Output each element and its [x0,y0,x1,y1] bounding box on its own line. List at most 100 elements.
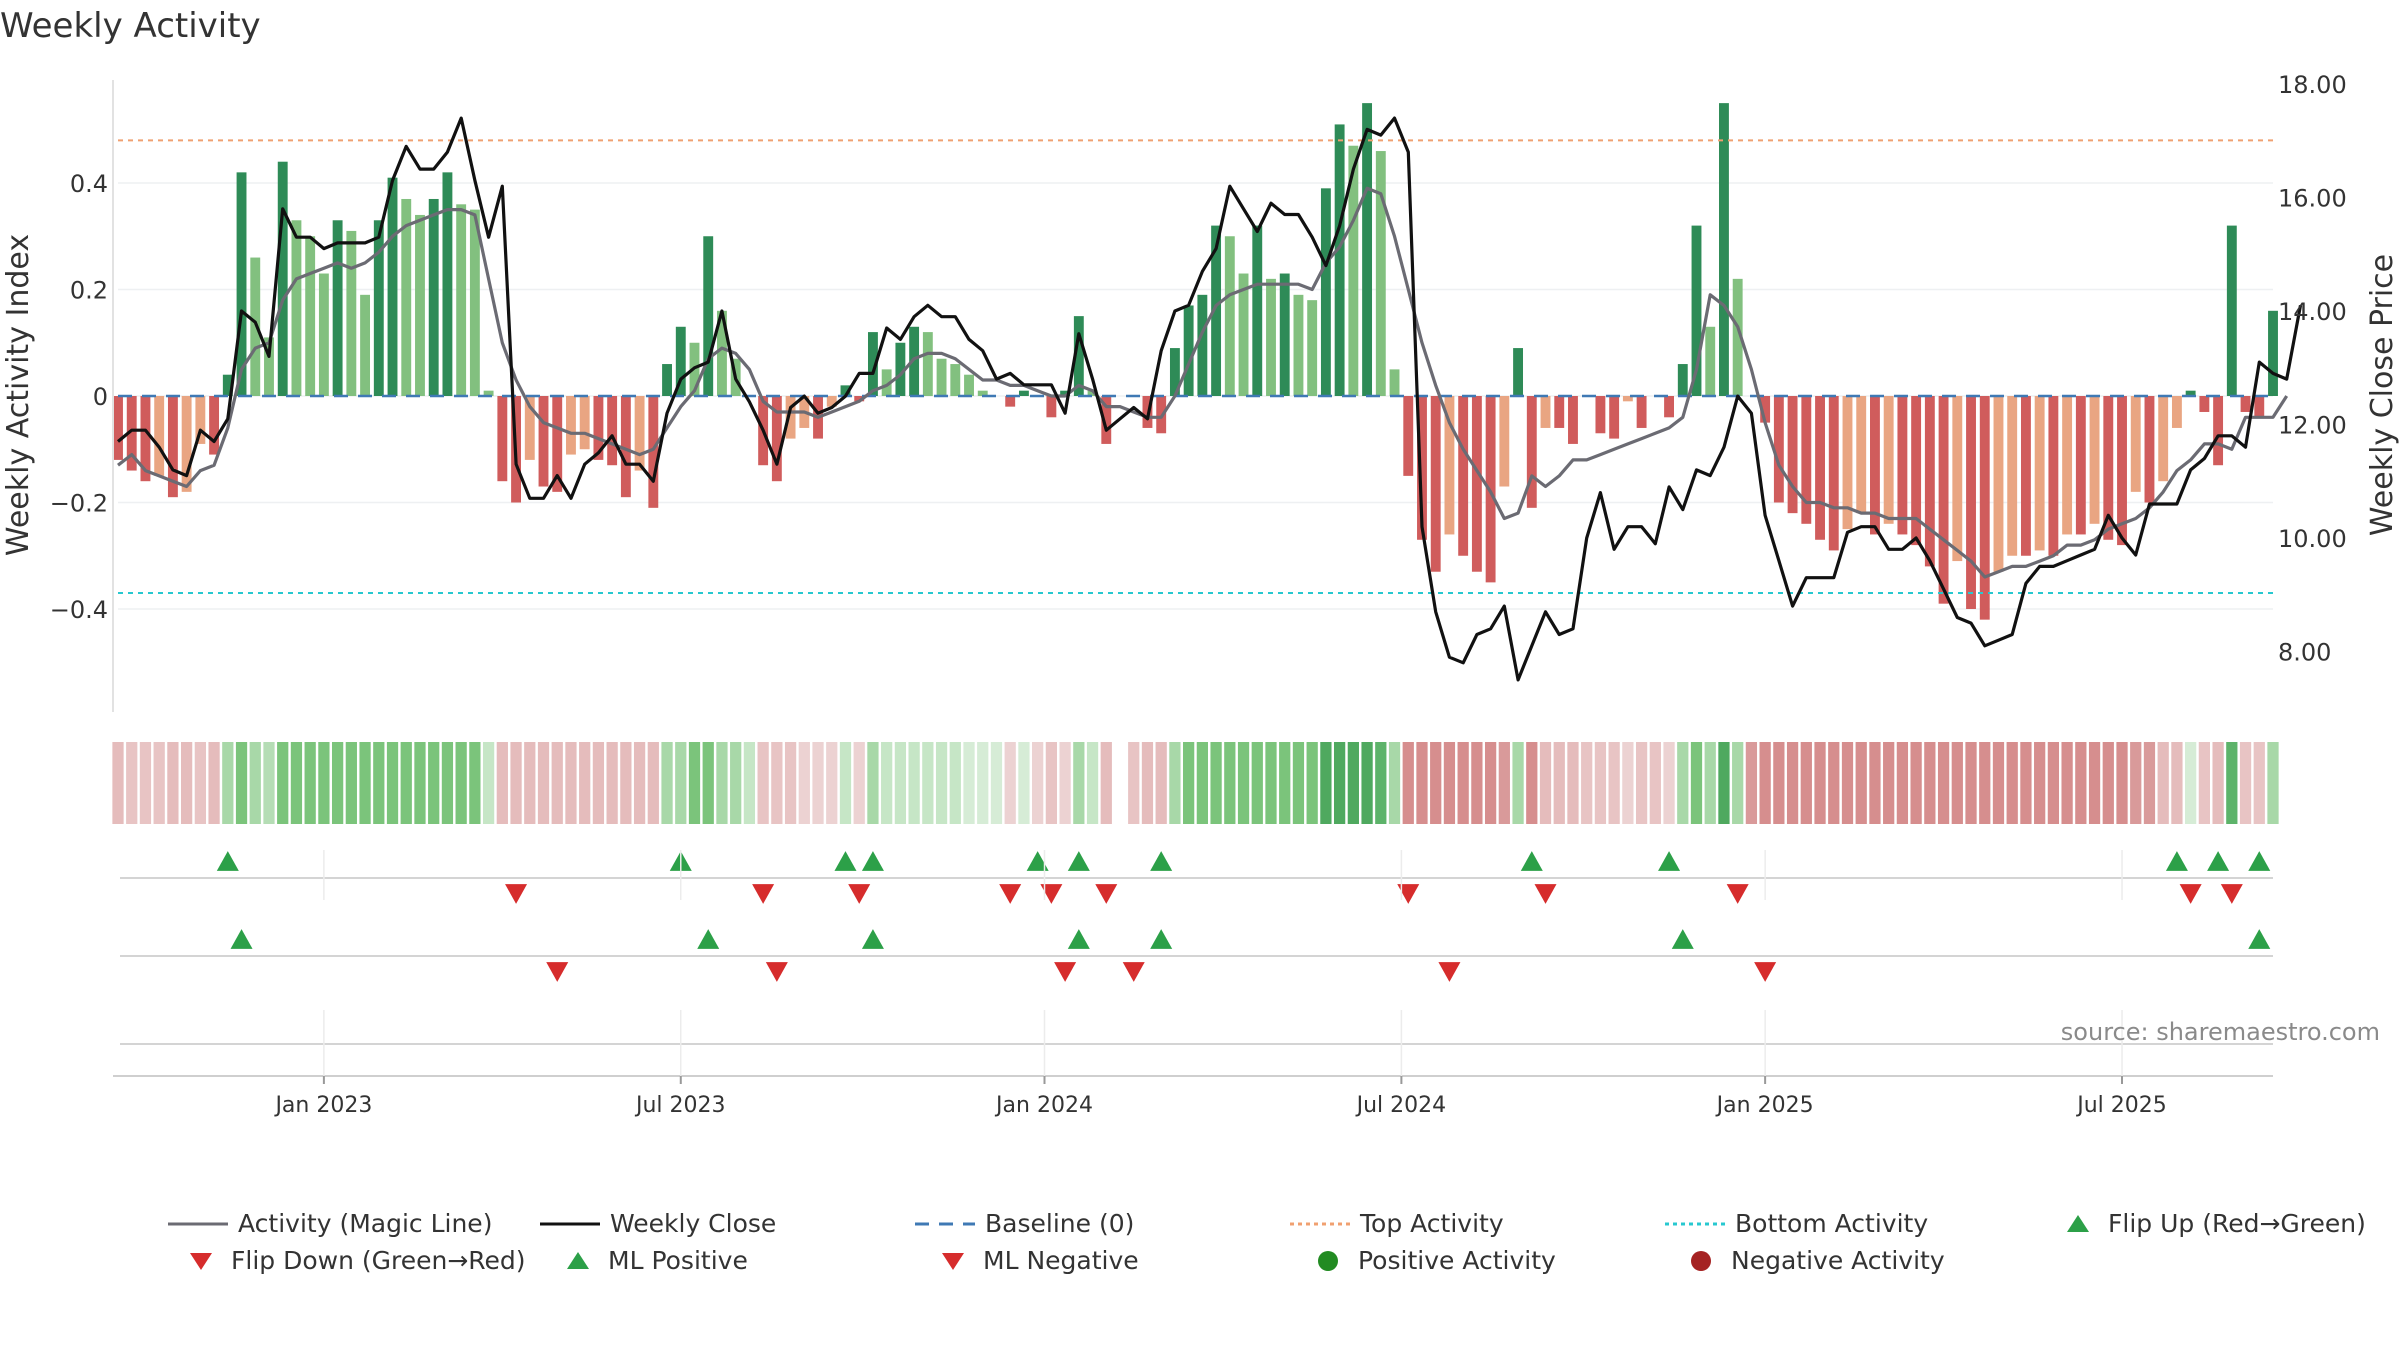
activity-bar [675,326,686,396]
strip-cell [1457,742,1469,824]
y-tick-label-right: 14.00 [2278,298,2347,326]
strip-cell [1924,742,1936,824]
strip-cell [208,742,220,824]
strip-cell [688,742,701,824]
activity-bar [579,396,590,450]
x-tick-label: Jan 2023 [273,1093,372,1118]
strip-cell [1855,742,1867,824]
activity-bar [291,220,302,396]
legend-swatch [190,1252,212,1270]
strip-cell [1045,742,1058,824]
activity-bar [305,236,316,396]
strip-cell [1100,742,1112,824]
strip-cell [1745,742,1758,824]
strip-cell [126,742,138,824]
strip-cell [1443,742,1456,824]
activity-bar [1417,396,1427,540]
strip-cell [1649,742,1661,824]
activity-bar [2185,390,2196,396]
strip-cell [1937,742,1950,824]
flip-down-marker [1726,884,1749,904]
strip-cell [1759,742,1771,824]
strip-cell [1073,742,1085,824]
activity-bar [1622,396,1633,402]
activity-bar [1334,124,1345,397]
strip-cell [2088,742,2101,824]
activity-bar [1952,396,1963,562]
strip-cell [1224,742,1236,824]
strip-cell [2226,742,2238,824]
strip-cell [949,742,961,824]
strip-cell [757,742,769,824]
activity-bar [854,396,865,402]
activity-bar [1760,396,1771,423]
strip-cell [1361,742,1373,824]
strip-cell [1732,742,1744,824]
flip-up-marker [1658,851,1681,871]
strip-cell [1814,742,1826,824]
activity-bar [1252,225,1263,396]
strip-cell [579,742,591,824]
activity-bar [2034,396,2045,551]
y-tick-label-right: 12.00 [2278,412,2347,440]
legend-item: Bottom Activity [1665,1209,1928,1238]
magic-line [117,186,2289,579]
strip-cell [1128,742,1140,824]
activity-bar [1842,396,1853,530]
activity-bar [2117,396,2127,546]
activity-bar [1883,396,1894,524]
legend-item: ML Negative [933,1246,1139,1275]
flip-down-marker [999,884,1022,904]
y-axis-label-right: Weekly Close Price [2365,254,2400,536]
strip-cell [647,742,659,824]
strip-cell [716,742,728,824]
activity-bar [1389,369,1400,396]
activity-bar [222,374,233,396]
strip-cell [1498,742,1510,824]
activity-bar [181,396,192,492]
activity-bar [1815,396,1825,540]
strip-cell [1910,742,1922,824]
activity-bar [566,396,576,455]
activity-bar [538,396,549,487]
strip-cell [2047,742,2060,824]
activity-bar [113,396,123,460]
activity-bar [401,198,412,396]
legend-swatch [1318,1250,1338,1271]
strip-cell [441,742,454,824]
activity-bar [167,396,178,498]
activity-bar [1238,273,1249,396]
strip-cell [181,742,193,824]
activity-bar [318,273,329,396]
activity-bar [1320,188,1331,396]
strip-cell [1951,742,1963,824]
activity-bar [524,396,535,460]
legend-item: Weekly Close [540,1209,776,1238]
flip-down-marker [1040,884,1063,904]
activity-bar [634,396,645,471]
strip-cell [2267,742,2279,824]
activity-bar [1307,300,1318,396]
activity-bar [2103,396,2114,540]
ml-positive-marker [1067,929,1090,949]
strip-cell [1690,742,1703,824]
chart-canvas: 0.4 0.2 0 −0.2 −0.4 18.00 16.00 14.00 12.00 10.00… [1,71,2400,1118]
signal-markers [120,851,2273,1045]
activity-bar [2062,396,2073,535]
strip-cell [867,742,879,824]
legend-swatch [168,1222,228,1225]
strip-cell [428,742,440,824]
activity-bar [469,209,480,396]
strip-cell [1347,742,1359,824]
activity-bar [1609,396,1620,439]
strip-cell [2171,742,2183,824]
strip-cell [1979,742,1991,824]
activity-bar [964,374,974,396]
activity-bar [1924,396,1935,567]
activity-bar [2226,225,2237,396]
strip-cell [1677,742,1689,824]
strip-cell [812,742,824,824]
activity-bar [442,172,453,396]
activity-bar [1636,396,1647,428]
activity-bar [2240,396,2251,412]
